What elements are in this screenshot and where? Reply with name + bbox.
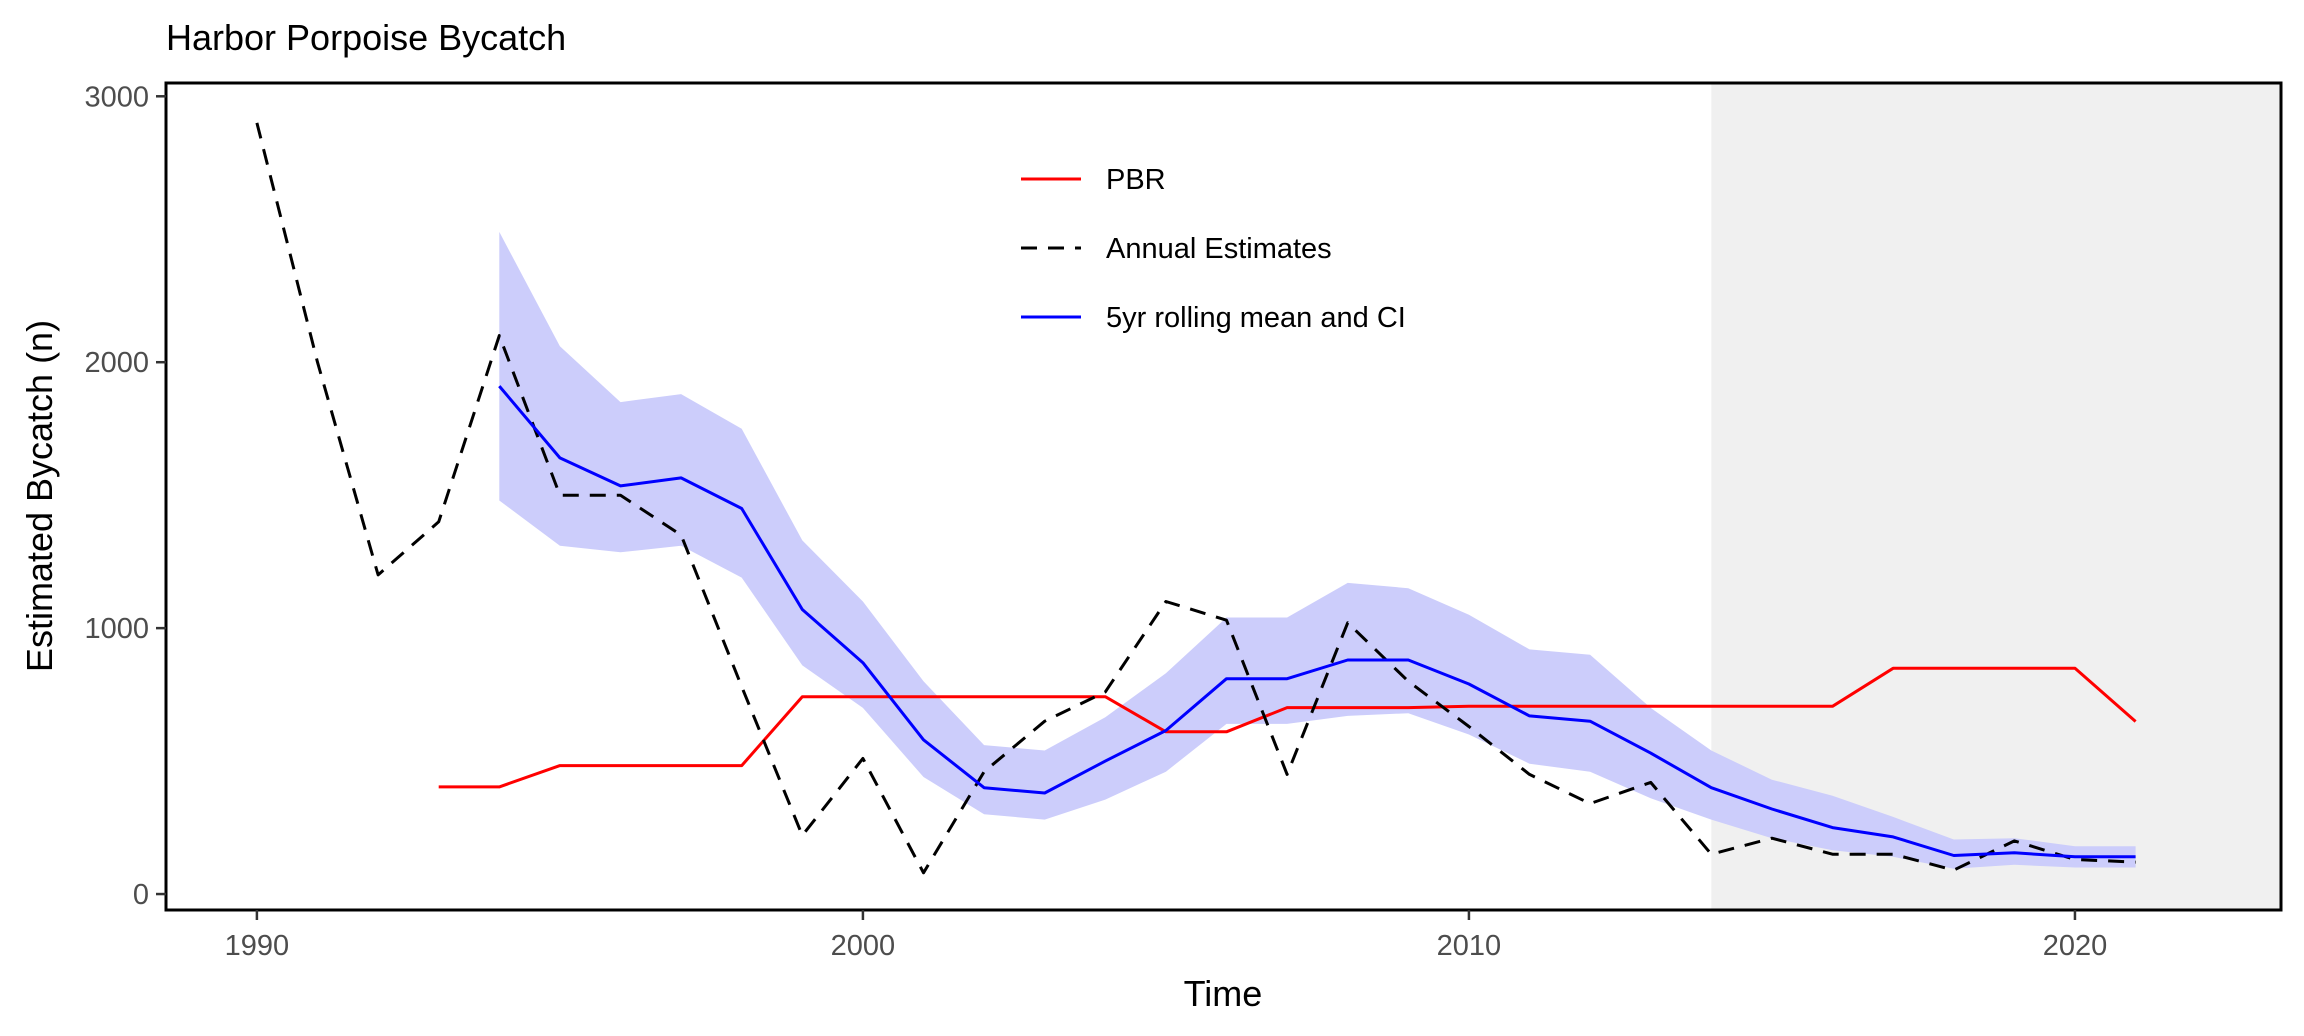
x-tick-label: 2020 <box>2043 930 2108 962</box>
legend-label-annual-estimates: Annual Estimates <box>1106 233 1332 265</box>
x-tick-label: 2010 <box>1437 930 1502 962</box>
x-tick-label: 1990 <box>225 930 290 962</box>
x-axis-title: Time <box>1184 973 1263 1014</box>
y-tick-label: 0 <box>133 879 149 911</box>
plot-area <box>255 83 2281 910</box>
ci-band <box>499 231 2136 869</box>
y-tick-label: 2000 <box>84 347 149 379</box>
x-axis: 1990 2000 2010 2020 <box>225 910 2108 962</box>
series-line-rolling-mean <box>498 385 2136 859</box>
legend-label-5yr-rolling-mean-and-ci: 5yr rolling mean and CI <box>1106 302 1406 334</box>
y-tick-label: 1000 <box>84 613 149 645</box>
y-axis-title: Estimated Bycatch (n) <box>19 320 60 672</box>
y-axis: 0 1000 2000 3000 <box>84 81 166 911</box>
legend-label-pbr: PBR <box>1106 164 1166 196</box>
chart-title: Harbor Porpoise Bycatch <box>166 17 566 58</box>
legend: PBR Annual Estimates 5yr rolling mean and … <box>1021 164 1406 334</box>
y-tick-label: 3000 <box>84 81 149 113</box>
x-tick-label: 2000 <box>831 930 896 962</box>
shaded-region <box>1711 83 2281 910</box>
series-line-pbr <box>438 666 2137 789</box>
series-line-annual-estimates <box>255 122 2136 875</box>
plot-border <box>164 81 2283 912</box>
